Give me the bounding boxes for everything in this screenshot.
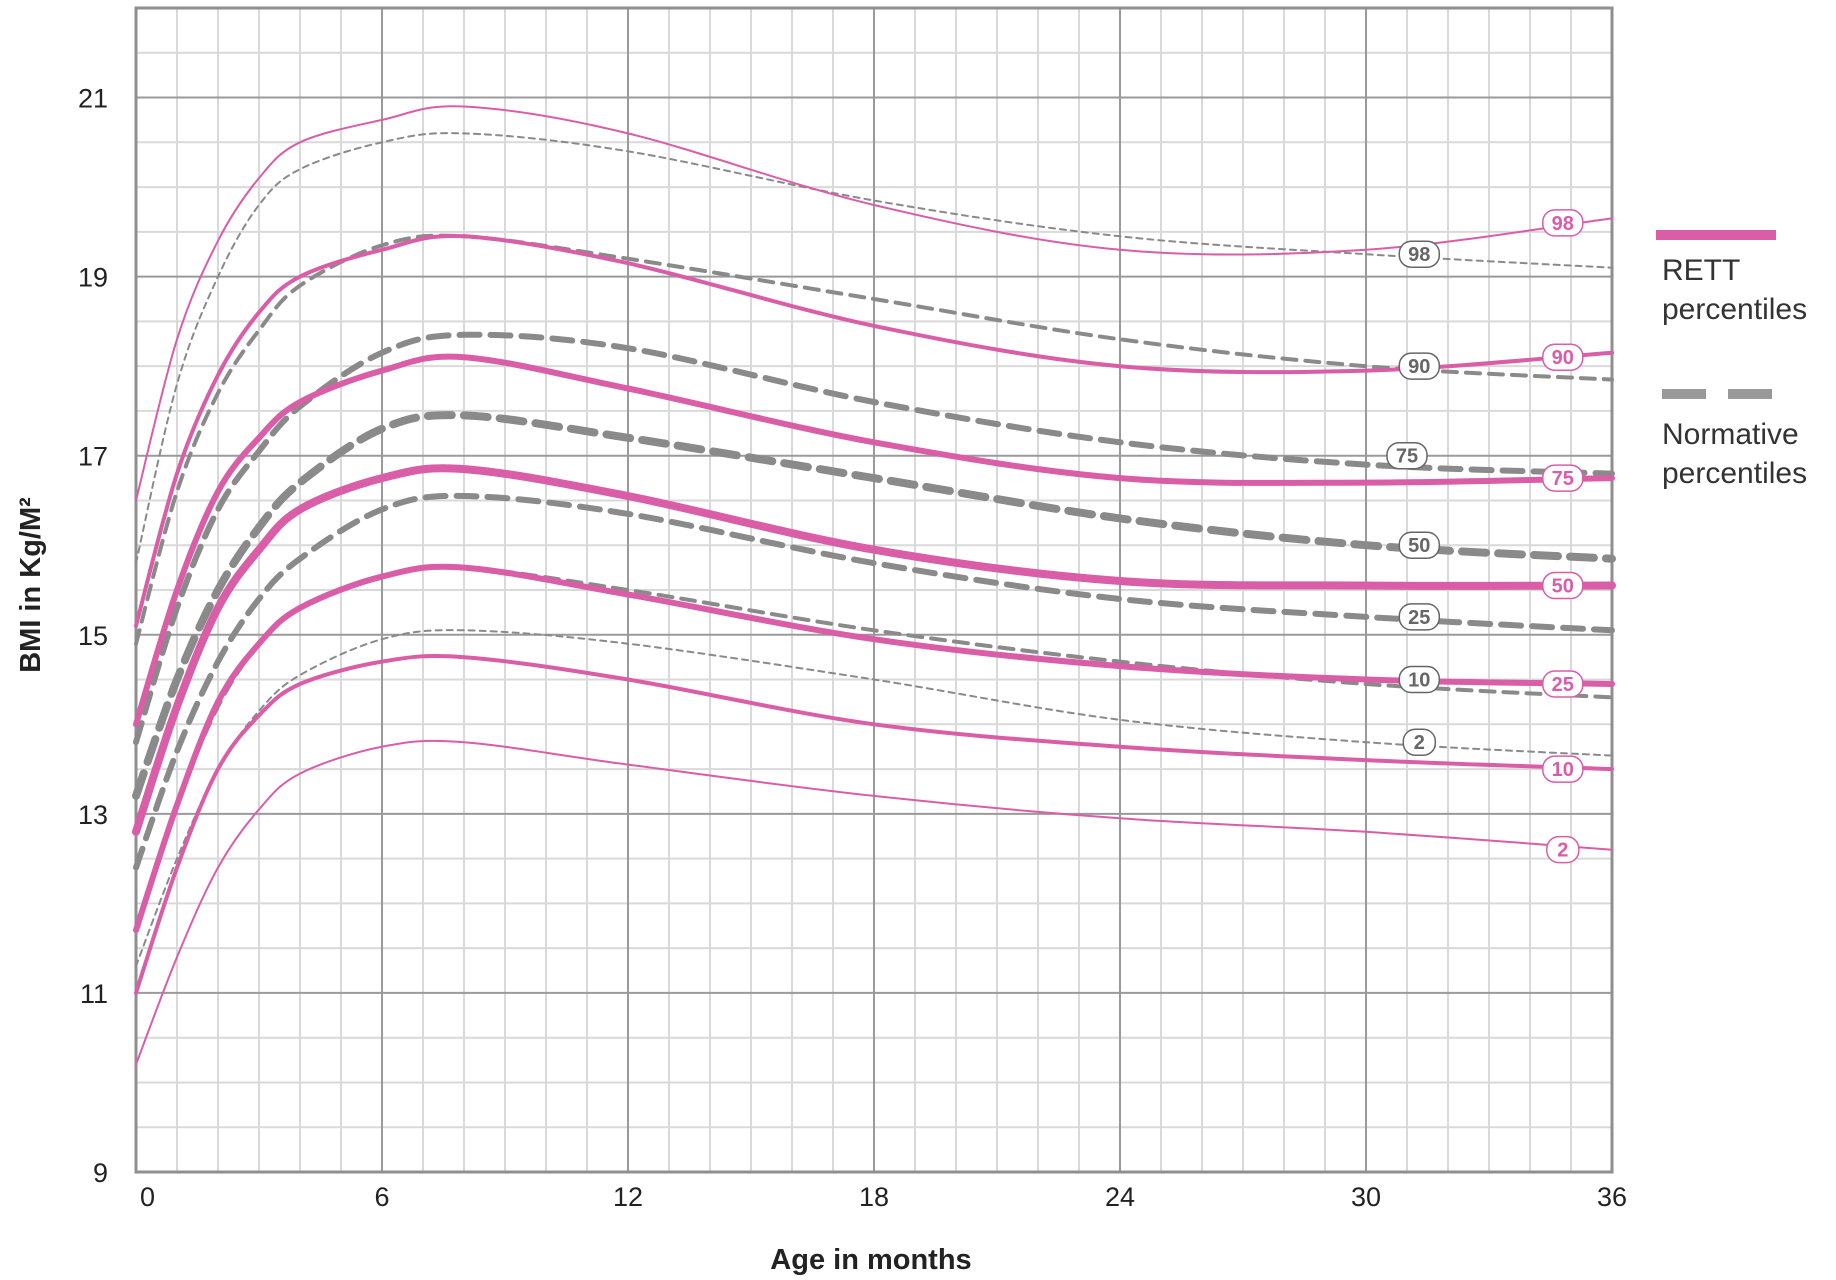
legend-rett-label-line1: RETT bbox=[1662, 254, 1740, 287]
x-tick-label: 30 bbox=[1351, 1182, 1381, 1212]
y-axis-title: BMI in Kg/M² bbox=[15, 497, 47, 673]
rett-p90-line bbox=[134, 233, 1614, 628]
rett-label-98-text: 98 bbox=[1552, 213, 1574, 235]
rett-label-90-bg bbox=[1542, 343, 1584, 371]
y-tick-label: 11 bbox=[80, 979, 108, 1009]
legend-rett-label-line2: percentiles bbox=[1662, 293, 1807, 326]
normative-p25-line bbox=[133, 492, 1615, 871]
normative-p90-line bbox=[134, 233, 1614, 646]
rett-p25-line bbox=[133, 563, 1615, 934]
rett-p75-line bbox=[133, 353, 1615, 728]
rett-p10-line bbox=[134, 653, 1614, 995]
rett-label-75: 75 bbox=[1542, 464, 1584, 492]
rett-label-25-text: 25 bbox=[1552, 674, 1574, 696]
normative-label-25-bg bbox=[1398, 603, 1441, 631]
x-tick-label: 12 bbox=[613, 1182, 643, 1212]
normative-label-90-text: 90 bbox=[1408, 356, 1430, 378]
rett-label-25: 25 bbox=[1542, 670, 1584, 698]
x-tick-label: 24 bbox=[1105, 1182, 1135, 1212]
normative-label-98: 98 bbox=[1398, 240, 1441, 268]
normative-label-50-text: 50 bbox=[1408, 535, 1430, 557]
rett-p50-line bbox=[132, 464, 1616, 836]
rett-label-75-text: 75 bbox=[1552, 468, 1574, 490]
normative-label-90-bg bbox=[1398, 352, 1441, 380]
x-tick-label: 6 bbox=[374, 1182, 389, 1212]
rett-label-75-bg bbox=[1542, 464, 1584, 492]
legend-normative-label-line2: percentiles bbox=[1662, 457, 1807, 490]
normative-label-50-bg bbox=[1398, 531, 1441, 559]
rett-label-10: 10 bbox=[1542, 755, 1584, 783]
rett-p2-line bbox=[135, 739, 1613, 1066]
normative-label-10: 10 bbox=[1398, 665, 1441, 694]
normative-p75-line bbox=[133, 331, 1615, 746]
rett-label-2-text: 2 bbox=[1557, 840, 1568, 862]
y-tick-label: 15 bbox=[78, 621, 108, 651]
normative-label-25: 25 bbox=[1398, 603, 1441, 631]
rett-label-2: 2 bbox=[1546, 835, 1580, 864]
x-tick-label: 0 bbox=[140, 1182, 155, 1212]
y-tick-label: 17 bbox=[78, 442, 108, 472]
normative-label-75-bg bbox=[1386, 441, 1428, 470]
rett-label-50: 50 bbox=[1542, 571, 1584, 600]
rett-label-98-bg bbox=[1542, 209, 1584, 237]
rett-label-25-bg bbox=[1542, 670, 1584, 698]
x-axis-ticks: 0 6 12 18 24 30 36 bbox=[140, 1182, 1627, 1212]
legend: RETT percentiles Normative percentiles bbox=[1656, 230, 1807, 490]
normative-label-98-bg bbox=[1398, 240, 1441, 268]
rett-label-90: 90 bbox=[1542, 343, 1584, 371]
rett-label-50-bg bbox=[1542, 571, 1584, 600]
rett-label-2-bg bbox=[1546, 835, 1580, 864]
legend-normative-label-line1: Normative bbox=[1662, 418, 1799, 451]
normative-p98-line bbox=[135, 132, 1613, 565]
x-tick-label: 18 bbox=[859, 1182, 889, 1212]
rett-label-50-text: 50 bbox=[1552, 576, 1574, 598]
y-tick-label: 19 bbox=[78, 263, 108, 293]
rett-label-90-text: 90 bbox=[1552, 347, 1574, 369]
rett-label-10-text: 10 bbox=[1552, 759, 1574, 781]
normative-label-2-bg bbox=[1402, 728, 1437, 756]
y-tick-label: 9 bbox=[93, 1158, 108, 1188]
y-tick-label: 13 bbox=[78, 800, 108, 830]
y-tick-label: 21 bbox=[78, 84, 108, 114]
percentile-labels: 98 90 75 50 25 10 2 98 90 75 50 25 10 2 bbox=[1386, 209, 1584, 864]
normative-label-25-text: 25 bbox=[1408, 607, 1430, 629]
rett-percentile-lines bbox=[132, 105, 1616, 1066]
rett-label-98: 98 bbox=[1542, 209, 1584, 237]
normative-label-98-text: 98 bbox=[1408, 244, 1430, 266]
plot-frame bbox=[134, 6, 1614, 1174]
rett-p98-line bbox=[135, 105, 1613, 502]
normative-label-10-bg bbox=[1398, 665, 1441, 694]
y-axis-ticks: 9 11 13 15 17 19 21 bbox=[78, 84, 108, 1188]
x-axis-title: Age in months bbox=[770, 1244, 971, 1276]
normative-label-90: 90 bbox=[1398, 352, 1441, 380]
normative-label-10-text: 10 bbox=[1408, 670, 1430, 692]
normative-label-2: 2 bbox=[1402, 728, 1437, 756]
x-tick-label: 36 bbox=[1597, 1182, 1627, 1212]
normative-label-50: 50 bbox=[1398, 531, 1441, 559]
normative-p50-line bbox=[132, 411, 1616, 800]
normative-label-2-text: 2 bbox=[1414, 732, 1425, 754]
normative-label-75-text: 75 bbox=[1396, 446, 1418, 468]
normative-label-75: 75 bbox=[1386, 441, 1428, 470]
rett-label-10-bg bbox=[1542, 755, 1584, 783]
